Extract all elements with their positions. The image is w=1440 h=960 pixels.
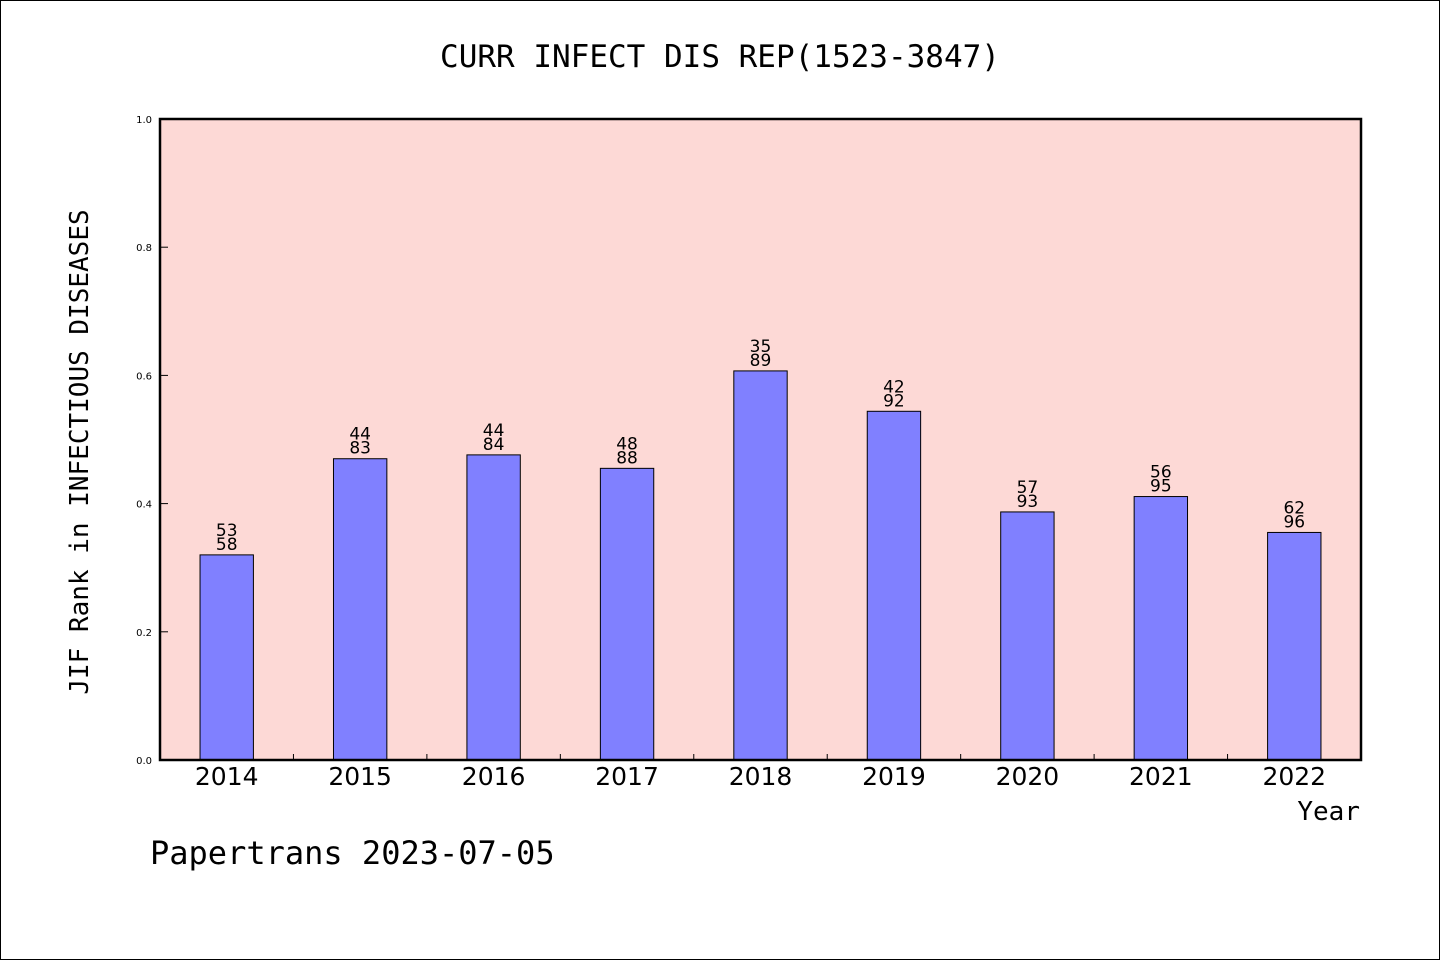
bar-label-rank: 53 <box>216 521 238 541</box>
x-tick-label: 2014 <box>195 762 259 791</box>
chart-title: CURR INFECT DIS REP(1523-3847) <box>440 39 1000 75</box>
bar-label-rank: 57 <box>1017 478 1039 498</box>
bar-label-total: 89 <box>750 351 772 371</box>
bar <box>866 410 922 761</box>
x-axis-label: Year <box>1297 797 1360 827</box>
bar-label-total: 93 <box>1017 492 1039 512</box>
bar <box>1133 496 1189 761</box>
x-tick-label: 2019 <box>862 762 926 791</box>
bar <box>199 554 254 761</box>
y-tick-label: 0.2 <box>136 628 152 639</box>
bar <box>599 467 655 761</box>
x-tick-label: 2022 <box>1262 762 1326 791</box>
bar-label-rank: 48 <box>616 434 638 454</box>
x-tick-label: 2017 <box>595 762 659 791</box>
y-tick-label: 0.4 <box>136 500 152 511</box>
y-tick-label: 0.6 <box>136 371 152 382</box>
bar-label-total: 84 <box>483 435 505 455</box>
bar-label-rank: 35 <box>750 337 772 357</box>
y-tick-label: 1.0 <box>136 115 152 126</box>
bar-label-total: 88 <box>616 448 638 468</box>
bar-label-rank: 62 <box>1283 498 1305 518</box>
bar <box>733 370 788 761</box>
y-axis-label: JIF Rank in INFECTIOUS DISEASES <box>65 209 95 694</box>
x-axis: 2014 2015 2016 2017 2018 2019 2020 2021 2022 <box>195 754 1326 791</box>
bar-label-total: 92 <box>883 391 905 411</box>
x-tick-label: 2021 <box>1129 762 1193 791</box>
bar-label-total: 83 <box>349 439 371 459</box>
bar-label-total: 96 <box>1283 512 1305 532</box>
plot-border <box>158 117 1363 762</box>
bar-label-total: 58 <box>216 535 238 555</box>
x-tick-label: 2015 <box>328 762 392 791</box>
footer-credit: Papertrans 2023-07-05 <box>150 834 555 872</box>
bar-label-total: 95 <box>1150 477 1172 497</box>
bar <box>466 454 521 761</box>
x-tick-label: 2016 <box>462 762 526 791</box>
bar <box>1000 511 1055 761</box>
bar-label-rank: 42 <box>883 377 905 397</box>
x-tick-label: 2020 <box>996 762 1060 791</box>
bar <box>332 458 388 761</box>
y-tick-label: 0.0 <box>136 756 152 767</box>
y-tick-label: 0.8 <box>136 243 152 254</box>
bar-label-rank: 44 <box>483 421 505 441</box>
x-tick-label: 2018 <box>729 762 793 791</box>
bar-label-rank: 44 <box>349 425 371 445</box>
bar-label-rank: 56 <box>1150 463 1172 483</box>
bar <box>1267 531 1322 761</box>
